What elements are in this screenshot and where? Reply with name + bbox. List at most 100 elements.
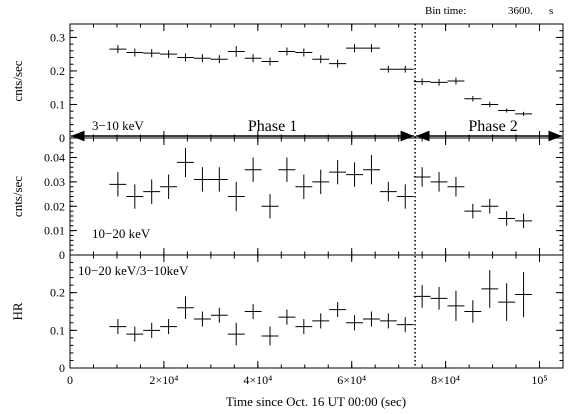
data-point: [261, 194, 279, 219]
data-point: [430, 78, 448, 86]
data-point: [329, 302, 347, 318]
data-point: [379, 65, 397, 73]
bin-time-header: Bin time: 3600. s: [425, 5, 553, 17]
data-point: [346, 162, 363, 187]
data-point: [210, 307, 228, 323]
data-point: [447, 290, 465, 321]
data-point: [295, 48, 313, 57]
data-point: [143, 322, 161, 338]
y-tick-label: 0.04: [44, 151, 65, 165]
data-point: [379, 313, 397, 329]
panel-1: 0 0.1 0.2 0.3 cnts/sec 3−10 keV: [10, 23, 564, 145]
data-point: [244, 157, 262, 182]
y-tick-label: 0.2: [50, 286, 65, 300]
data-point: [515, 271, 533, 318]
y-tick-label: 0: [59, 248, 65, 262]
x-tick-label: 4×10⁴: [243, 373, 272, 387]
data-point: [126, 326, 144, 342]
data-point: [126, 48, 144, 57]
data-point: [295, 174, 313, 199]
data-point: [193, 311, 211, 327]
data-point: [447, 77, 465, 85]
bin-time-unit: s: [549, 5, 553, 17]
data-point: [261, 57, 279, 66]
y-axis-label: cnts/sec: [10, 60, 25, 101]
data-point: [143, 49, 161, 58]
data-point: [244, 54, 262, 63]
data-point: [515, 111, 533, 116]
phase2-label: Phase 2: [468, 118, 517, 135]
data-point: [515, 213, 533, 229]
data-point: [464, 300, 482, 323]
x-tick-label: 0: [67, 373, 73, 387]
data-point: [396, 65, 414, 73]
data-point: [413, 167, 431, 187]
bin-time-value: 3600.: [508, 5, 533, 17]
data-point: [362, 311, 380, 327]
y-axis-label: cnts/sec: [10, 176, 25, 217]
data-point: [329, 159, 347, 185]
x-tick-label: 8×10⁴: [431, 373, 460, 387]
data-point: [109, 45, 127, 54]
data-point: [177, 147, 194, 177]
data-point: [227, 181, 245, 212]
data-point: [177, 53, 194, 62]
x-tick-label: 10⁵: [531, 373, 547, 387]
y-tick-label: 0: [59, 131, 65, 145]
data-point: [143, 179, 161, 204]
data-point: [413, 285, 431, 308]
data-point: [160, 174, 178, 199]
data-point: [498, 211, 516, 226]
data-point: [362, 44, 380, 53]
y-tick-label: 0: [59, 361, 65, 375]
data-point: [447, 177, 465, 197]
data-point: [278, 309, 296, 325]
data-point: [193, 167, 211, 192]
data-point: [362, 155, 380, 185]
data-point: [498, 108, 516, 113]
data-point: [464, 96, 482, 102]
panel-frame: [69, 254, 564, 369]
data-point: [346, 44, 363, 53]
data-point: [396, 184, 414, 209]
x-tick-label: 6×10⁴: [337, 373, 366, 387]
data-point: [312, 55, 330, 64]
data-point: [160, 50, 178, 59]
y-tick-label: 0.01: [44, 224, 65, 238]
x-axis-label: Time since Oct. 16 UT 00:00 (sec): [226, 394, 406, 409]
data-point: [295, 319, 313, 335]
data-point: [177, 296, 194, 320]
data-point: [109, 172, 127, 197]
data-point: [481, 270, 499, 308]
y-tick-label: 0.1: [50, 323, 65, 337]
data-point: [481, 101, 499, 108]
data-point: [346, 315, 363, 331]
data-point: [312, 313, 330, 329]
band-label: 10−20 keV: [92, 226, 151, 241]
data-point: [481, 198, 499, 214]
data-point: [278, 157, 296, 182]
y-tick-label: 0.1: [50, 97, 65, 111]
data-point: [329, 59, 347, 68]
data-point: [396, 317, 414, 333]
data-point: [193, 54, 211, 63]
y-tick-label: 0.3: [50, 30, 65, 44]
data-point: [498, 283, 516, 321]
data-point: [210, 55, 228, 64]
data-point: [413, 78, 431, 86]
data-point: [227, 46, 245, 57]
y-tick-label: 0.03: [44, 175, 65, 189]
panel-2: 0 0.01 0.02 0.03 0.04 cnts/sec 10−20 keV: [10, 137, 564, 262]
band-label: 10−20 keV/3−10keV: [78, 263, 189, 278]
data-point: [379, 181, 397, 202]
bin-time-label: Bin time:: [425, 5, 466, 17]
x-tick-label: 2×10⁴: [149, 373, 178, 387]
data-point: [430, 172, 448, 192]
data-point: [261, 326, 279, 346]
data-point: [312, 169, 330, 195]
y-axis-label: HR: [10, 302, 25, 320]
data-point: [244, 303, 262, 320]
data-point: [210, 167, 228, 192]
band-label: 3−10 keV: [92, 118, 144, 133]
